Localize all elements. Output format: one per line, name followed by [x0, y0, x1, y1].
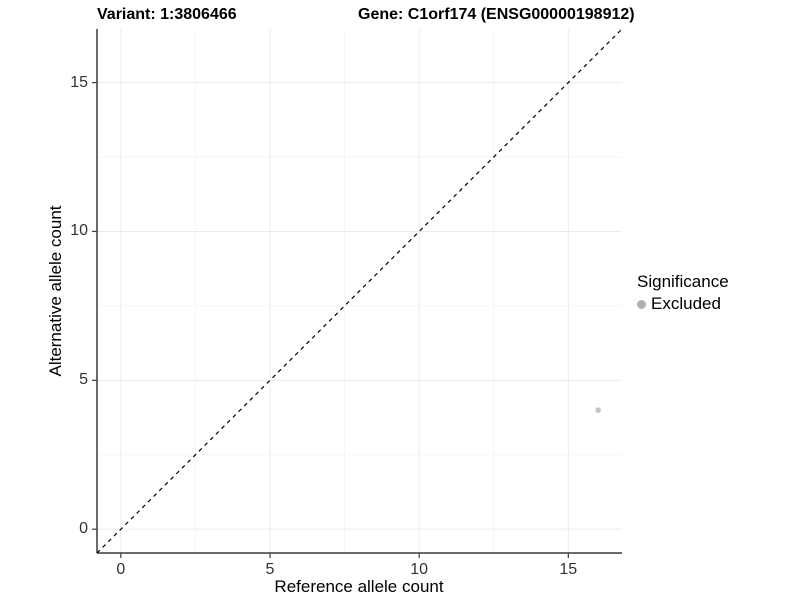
- y-tick-label: 5: [79, 371, 88, 389]
- x-tick-label: 0: [116, 561, 126, 578]
- legend: Significance Excluded: [637, 272, 729, 314]
- y-tick-label: 10: [70, 222, 88, 240]
- legend-item-excluded: Excluded: [637, 294, 729, 314]
- x-tick-label: 10: [410, 561, 429, 578]
- variant-title: Variant: 1:3806466: [97, 6, 237, 23]
- y-tick-label: 0: [79, 520, 88, 538]
- identity-dashed-line: [96, 29, 622, 554]
- gene-title: Gene: C1orf174 (ENSG00000198912): [358, 6, 635, 23]
- legend-point-icon: [637, 299, 646, 309]
- y-tick-label: 15: [70, 73, 88, 91]
- legend-title: Significance: [637, 272, 729, 291]
- data-point: [595, 407, 601, 413]
- legend-item-label: Excluded: [651, 294, 721, 313]
- y-axis-title: Alternative allele count: [46, 205, 65, 377]
- x-axis-title: Reference allele count: [274, 577, 444, 596]
- plot-panel: [92, 29, 622, 558]
- x-tick-label: 15: [559, 561, 578, 578]
- x-tick-label: 5: [265, 561, 275, 578]
